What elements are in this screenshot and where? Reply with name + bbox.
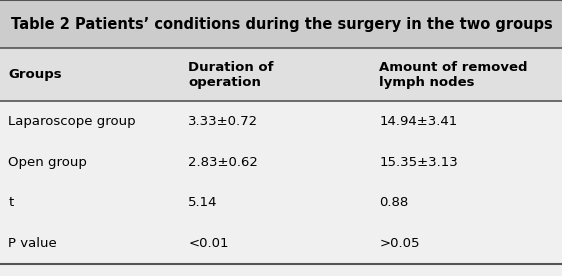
- Bar: [0, 0, 562, 48]
- Text: Table 2 Patients’ conditions during the surgery in the two groups: Table 2 Patients’ conditions during the …: [11, 17, 553, 32]
- Text: Laparoscope group: Laparoscope group: [8, 115, 136, 128]
- Text: 14.94±3.41: 14.94±3.41: [379, 115, 457, 128]
- Text: 5.14: 5.14: [188, 196, 217, 209]
- Text: 2.83±0.62: 2.83±0.62: [188, 155, 258, 169]
- Text: <0.01: <0.01: [188, 237, 229, 250]
- Bar: [0, 223, 562, 264]
- Bar: [0, 142, 562, 182]
- Bar: [0, 48, 562, 101]
- Text: P value: P value: [8, 237, 57, 250]
- Bar: [0, 182, 562, 223]
- Text: >0.05: >0.05: [379, 237, 420, 250]
- Bar: [0, 101, 562, 142]
- Text: Open group: Open group: [8, 155, 87, 169]
- Text: Duration of
operation: Duration of operation: [188, 60, 274, 89]
- Text: t: t: [8, 196, 13, 209]
- Text: Groups: Groups: [8, 68, 62, 81]
- Text: 15.35±3.13: 15.35±3.13: [379, 155, 458, 169]
- Text: 0.88: 0.88: [379, 196, 409, 209]
- Text: 3.33±0.72: 3.33±0.72: [188, 115, 259, 128]
- Text: Amount of removed
lymph nodes: Amount of removed lymph nodes: [379, 60, 528, 89]
